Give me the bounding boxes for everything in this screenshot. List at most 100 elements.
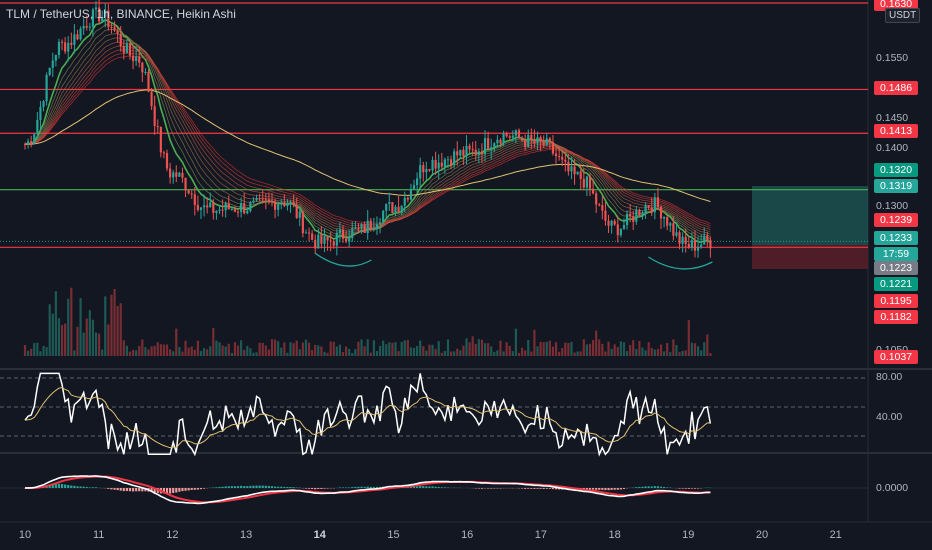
candle	[465, 145, 468, 157]
macd-histogram-bar	[125, 488, 128, 492]
candle	[592, 188, 595, 194]
candle	[289, 202, 292, 205]
candle	[406, 197, 409, 200]
macd-histogram-bar	[85, 487, 88, 488]
volume-bar	[681, 350, 684, 356]
macd-histogram-bar	[119, 488, 122, 491]
candle	[159, 126, 162, 153]
candle	[672, 223, 675, 236]
volume-bar	[169, 349, 172, 356]
macd-histogram-bar	[530, 488, 533, 489]
macd-histogram-bar	[283, 486, 286, 488]
oscillator-line[interactable]	[24, 372, 712, 457]
slow-ema-line[interactable]	[25, 89, 711, 203]
candle	[338, 229, 342, 233]
long-position-profit-zone[interactable]	[752, 186, 868, 245]
candle	[323, 236, 326, 244]
macd-histogram-bar	[162, 488, 166, 494]
volume-bar	[700, 350, 703, 356]
macd-histogram-bar	[369, 486, 372, 488]
volume-bar	[542, 342, 545, 356]
price-label: 0.1233	[874, 231, 918, 245]
volume-bar	[409, 347, 413, 356]
candle	[474, 149, 477, 155]
candle	[709, 240, 712, 249]
candle	[190, 193, 193, 195]
candle	[320, 234, 323, 244]
volume-bar	[656, 348, 660, 356]
candle	[696, 246, 700, 251]
candle	[264, 198, 267, 200]
volume-bar	[366, 339, 369, 356]
macd-histogram-bar	[690, 488, 693, 489]
candle	[110, 26, 113, 28]
volume-bar	[45, 347, 48, 356]
macd-histogram-bar	[240, 485, 243, 488]
volume-bar	[635, 349, 638, 356]
volume-bar	[301, 342, 304, 356]
volume-bar	[650, 347, 653, 356]
candle	[341, 229, 345, 239]
macd-histogram-bar	[493, 488, 496, 489]
candle	[437, 162, 440, 169]
candle	[57, 41, 61, 55]
macd-histogram-bar	[178, 488, 181, 492]
candle	[542, 141, 545, 146]
candle	[54, 54, 57, 61]
candle	[684, 236, 687, 244]
candle	[332, 241, 335, 246]
candle	[141, 62, 144, 73]
oscillator-signal-line[interactable]	[24, 387, 711, 449]
symbol-title[interactable]: TLM / TetherUS, 1h, BINANCE, Heikin Ashi	[6, 7, 236, 21]
candle	[273, 201, 277, 210]
rounded-bottom-arc[interactable]	[648, 256, 713, 270]
candle	[551, 142, 555, 154]
volume-bar	[88, 310, 91, 356]
macd-histogram-bar	[249, 485, 252, 488]
macd-signal-line[interactable]	[25, 475, 711, 504]
volume-bar	[490, 346, 493, 356]
volume-bar	[289, 342, 292, 356]
volume-bar	[57, 318, 61, 356]
volume-bar	[329, 341, 332, 356]
candle	[554, 153, 558, 157]
candle	[431, 159, 434, 171]
macd-histogram-bar	[215, 487, 218, 488]
volume-bar	[122, 340, 125, 356]
volume-bar	[378, 345, 382, 356]
volume-bar	[465, 338, 468, 356]
candle	[403, 197, 406, 206]
candle	[236, 211, 240, 213]
volume-bar	[60, 324, 64, 356]
volume-bar	[187, 347, 190, 356]
price-label: 0.1037	[874, 350, 918, 364]
candle	[539, 137, 542, 142]
candle	[255, 198, 258, 201]
candle	[196, 204, 199, 210]
currency-selector[interactable]: USDT	[885, 8, 921, 23]
candle	[301, 211, 304, 234]
rounded-bottom-arc[interactable]	[314, 252, 372, 267]
candle	[240, 203, 243, 212]
volume-bar	[218, 342, 221, 356]
macd-histogram-bar	[378, 486, 382, 488]
long-position-stop-zone[interactable]	[752, 245, 868, 269]
volume-bar	[453, 351, 456, 356]
macd-histogram-bar	[434, 486, 437, 488]
candle	[530, 134, 533, 140]
volume-bar	[70, 287, 73, 356]
candle	[690, 240, 693, 248]
candle	[73, 34, 76, 45]
candle	[412, 185, 416, 189]
candle	[650, 207, 653, 213]
price-label: 0.1239	[874, 213, 918, 227]
volume-bar	[175, 328, 178, 356]
volume-bar	[576, 351, 579, 356]
volume-bar	[125, 345, 128, 356]
macd-histogram-bar	[696, 488, 700, 489]
volume-bar	[128, 351, 132, 356]
candle	[400, 205, 403, 213]
macd-line[interactable]	[24, 475, 711, 505]
candle	[416, 178, 419, 186]
